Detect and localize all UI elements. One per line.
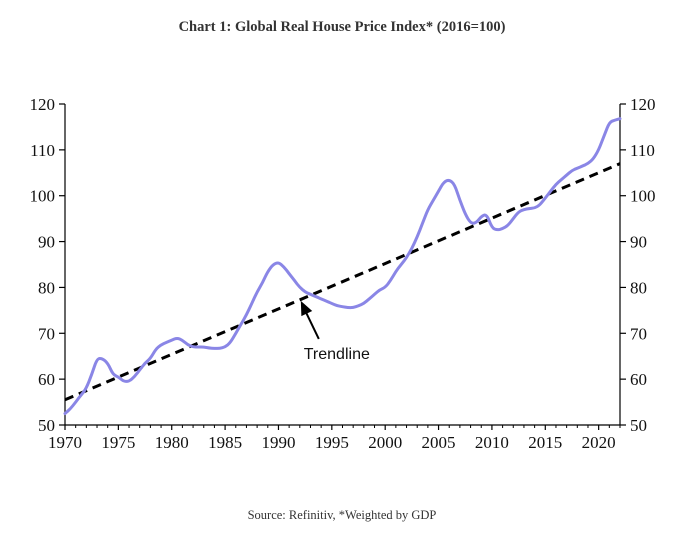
x-tick-label: 2015 (528, 433, 562, 452)
y-tick-label-right: 50 (630, 416, 647, 435)
y-tick-label-right: 120 (630, 95, 656, 114)
source-note: Source: Refinitiv, *Weighted by GDP (248, 508, 437, 522)
y-tick-label-left: 110 (30, 141, 55, 160)
annotation-arrow-head (300, 300, 313, 317)
y-tick-label-right: 60 (630, 370, 647, 389)
x-tick-label: 1995 (315, 433, 349, 452)
y-tick-label-right: 100 (630, 187, 656, 206)
y-tick-label-left: 120 (30, 95, 56, 114)
x-axis-ticks: 1970 1975 1980 1985 1990 1995 2000 2005 2010 2015… (48, 425, 621, 452)
x-tick-label: 2010 (475, 433, 509, 452)
y-tick-label-right: 80 (630, 278, 647, 297)
chart-title: Chart 1: Global Real House Price Index* … (179, 19, 506, 35)
trendline-series (64, 162, 621, 402)
y-axis-right-ticks: 50 60 70 80 90 100 110 120 (620, 95, 656, 435)
x-tick-label: 1975 (101, 433, 135, 452)
x-tick-label: 1985 (208, 433, 242, 452)
x-tick-label: 2005 (422, 433, 456, 452)
x-tick-label: 2020 (582, 433, 616, 452)
house-price-index-series (63, 117, 622, 415)
y-tick-label-right: 110 (630, 141, 655, 160)
y-tick-label-right: 90 (630, 233, 647, 252)
axes (64, 104, 621, 426)
y-tick-label-left: 60 (38, 370, 55, 389)
annotation-arrow-shaft (304, 311, 320, 340)
y-tick-label-left: 80 (38, 278, 55, 297)
trendline-annotation: Trendline (300, 300, 370, 363)
y-tick-label-left: 50 (38, 416, 55, 435)
y-tick-label-left: 100 (30, 187, 56, 206)
y-axis-left-ticks: 50 60 70 80 90 100 110 120 (30, 95, 65, 435)
x-tick-label: 2000 (368, 433, 402, 452)
y-tick-label-left: 90 (38, 233, 55, 252)
x-tick-label: 1990 (261, 433, 295, 452)
y-tick-label-right: 70 (630, 324, 647, 343)
x-tick-label: 1980 (155, 433, 189, 452)
y-tick-label-left: 70 (38, 324, 55, 343)
x-tick-label: 1970 (48, 433, 82, 452)
annotation-label: Trendline (304, 346, 370, 363)
